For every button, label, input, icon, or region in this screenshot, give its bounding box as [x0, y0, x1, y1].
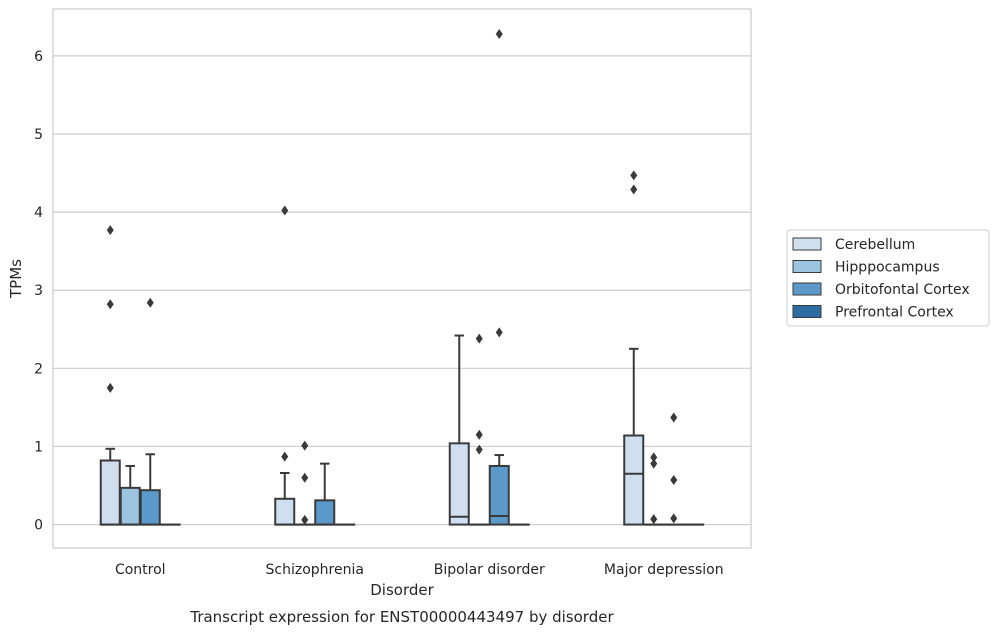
box-orbitofontal-cortex-1 — [314, 462, 336, 526]
outlier-point-1 — [495, 28, 503, 39]
legend-swatch-cerebellum — [792, 237, 822, 251]
box-body — [448, 442, 470, 526]
legend: Cerebellum Hipppocampus Orbitofontal Cor… — [786, 229, 990, 327]
box-hipppocampus-1 — [294, 440, 316, 526]
box-series — [99, 28, 705, 526]
legend-label-prefrontal-cortex: Prefrontal Cortex — [835, 305, 954, 321]
box-body — [488, 464, 510, 526]
box-hipppocampus-3 — [643, 452, 665, 526]
outlier-point-2 — [650, 452, 658, 463]
outlier-point-1 — [301, 472, 309, 483]
y-tick-label-2: 2 — [34, 361, 43, 377]
legend-swatch-hipppocampus — [792, 260, 822, 273]
box-body — [314, 499, 336, 526]
outlier-point-0 — [495, 327, 503, 338]
box-orbitofontal-cortex-0 — [139, 297, 161, 526]
y-tick-label-4: 4 — [34, 205, 43, 221]
box-cerebellum-1 — [274, 205, 296, 526]
box-hipppocampus-0 — [119, 464, 141, 526]
legend-label-orbitofontal-cortex: Orbitofontal Cortex — [835, 282, 970, 298]
chart-title: Transcript expression for ENST0000044349… — [189, 608, 614, 626]
x-tick-label-major-depression: Major depression — [604, 562, 724, 578]
box-orbitofontal-cortex-3 — [663, 412, 685, 526]
outlier-point-0 — [475, 444, 483, 455]
outlier-point-1 — [106, 299, 114, 310]
x-tick-label-schizophrenia: Schizophrenia — [266, 562, 364, 578]
outlier-point-1 — [650, 458, 658, 469]
plot-frame — [52, 8, 752, 549]
box-cerebellum-2 — [448, 334, 470, 526]
outlier-point-2 — [301, 440, 309, 451]
legend-frame — [786, 229, 990, 327]
box-orbitofontal-cortex-2 — [488, 28, 510, 526]
legend-swatch-orbitofontal-cortex — [792, 282, 822, 296]
outlier-point-1 — [281, 205, 289, 216]
box-body — [99, 459, 121, 526]
x-tick-label-bipolar-disorder: Bipolar disorder — [434, 562, 545, 578]
x-tick-label-control: Control — [115, 562, 166, 578]
outlier-point-1 — [630, 170, 638, 181]
y-axis-label: TPMs — [7, 259, 25, 299]
outlier-point-0 — [670, 513, 678, 524]
box-body — [623, 434, 645, 526]
outlier-point-1 — [475, 429, 483, 440]
y-tick-label-6: 6 — [34, 49, 43, 65]
box-body — [119, 486, 141, 526]
y-axis-ticks: 0 1 2 3 4 5 6 — [34, 49, 43, 534]
legend-label-cerebellum: Cerebellum — [835, 237, 915, 253]
y-tick-label-5: 5 — [34, 127, 43, 143]
legend-swatch-prefrontal-cortex — [792, 305, 822, 318]
y-tick-label-0: 0 — [34, 518, 43, 534]
box-body — [274, 497, 296, 526]
box-body — [139, 489, 161, 526]
outlier-point-0 — [106, 382, 114, 393]
y-tick-label-3: 3 — [34, 283, 43, 299]
x-axis-ticks: Control Schizophrenia Bipolar disorder Majo… — [115, 562, 724, 578]
outlier-point-0 — [630, 184, 638, 195]
outlier-point-0 — [281, 451, 289, 462]
box-cerebellum-3 — [623, 170, 645, 526]
legend-label-hipppocampus: Hipppocampus — [835, 260, 940, 276]
x-axis-label: Disorder — [370, 581, 434, 599]
outlier-point-1 — [670, 475, 678, 486]
outlier-point-2 — [475, 333, 483, 344]
outlier-point-0 — [650, 514, 658, 525]
outlier-point-0 — [301, 514, 309, 525]
outlier-point-2 — [106, 225, 114, 236]
outlier-point-0 — [146, 297, 154, 308]
outlier-point-2 — [670, 412, 678, 423]
y-tick-label-1: 1 — [34, 439, 43, 455]
box-cerebellum-0 — [99, 225, 121, 526]
